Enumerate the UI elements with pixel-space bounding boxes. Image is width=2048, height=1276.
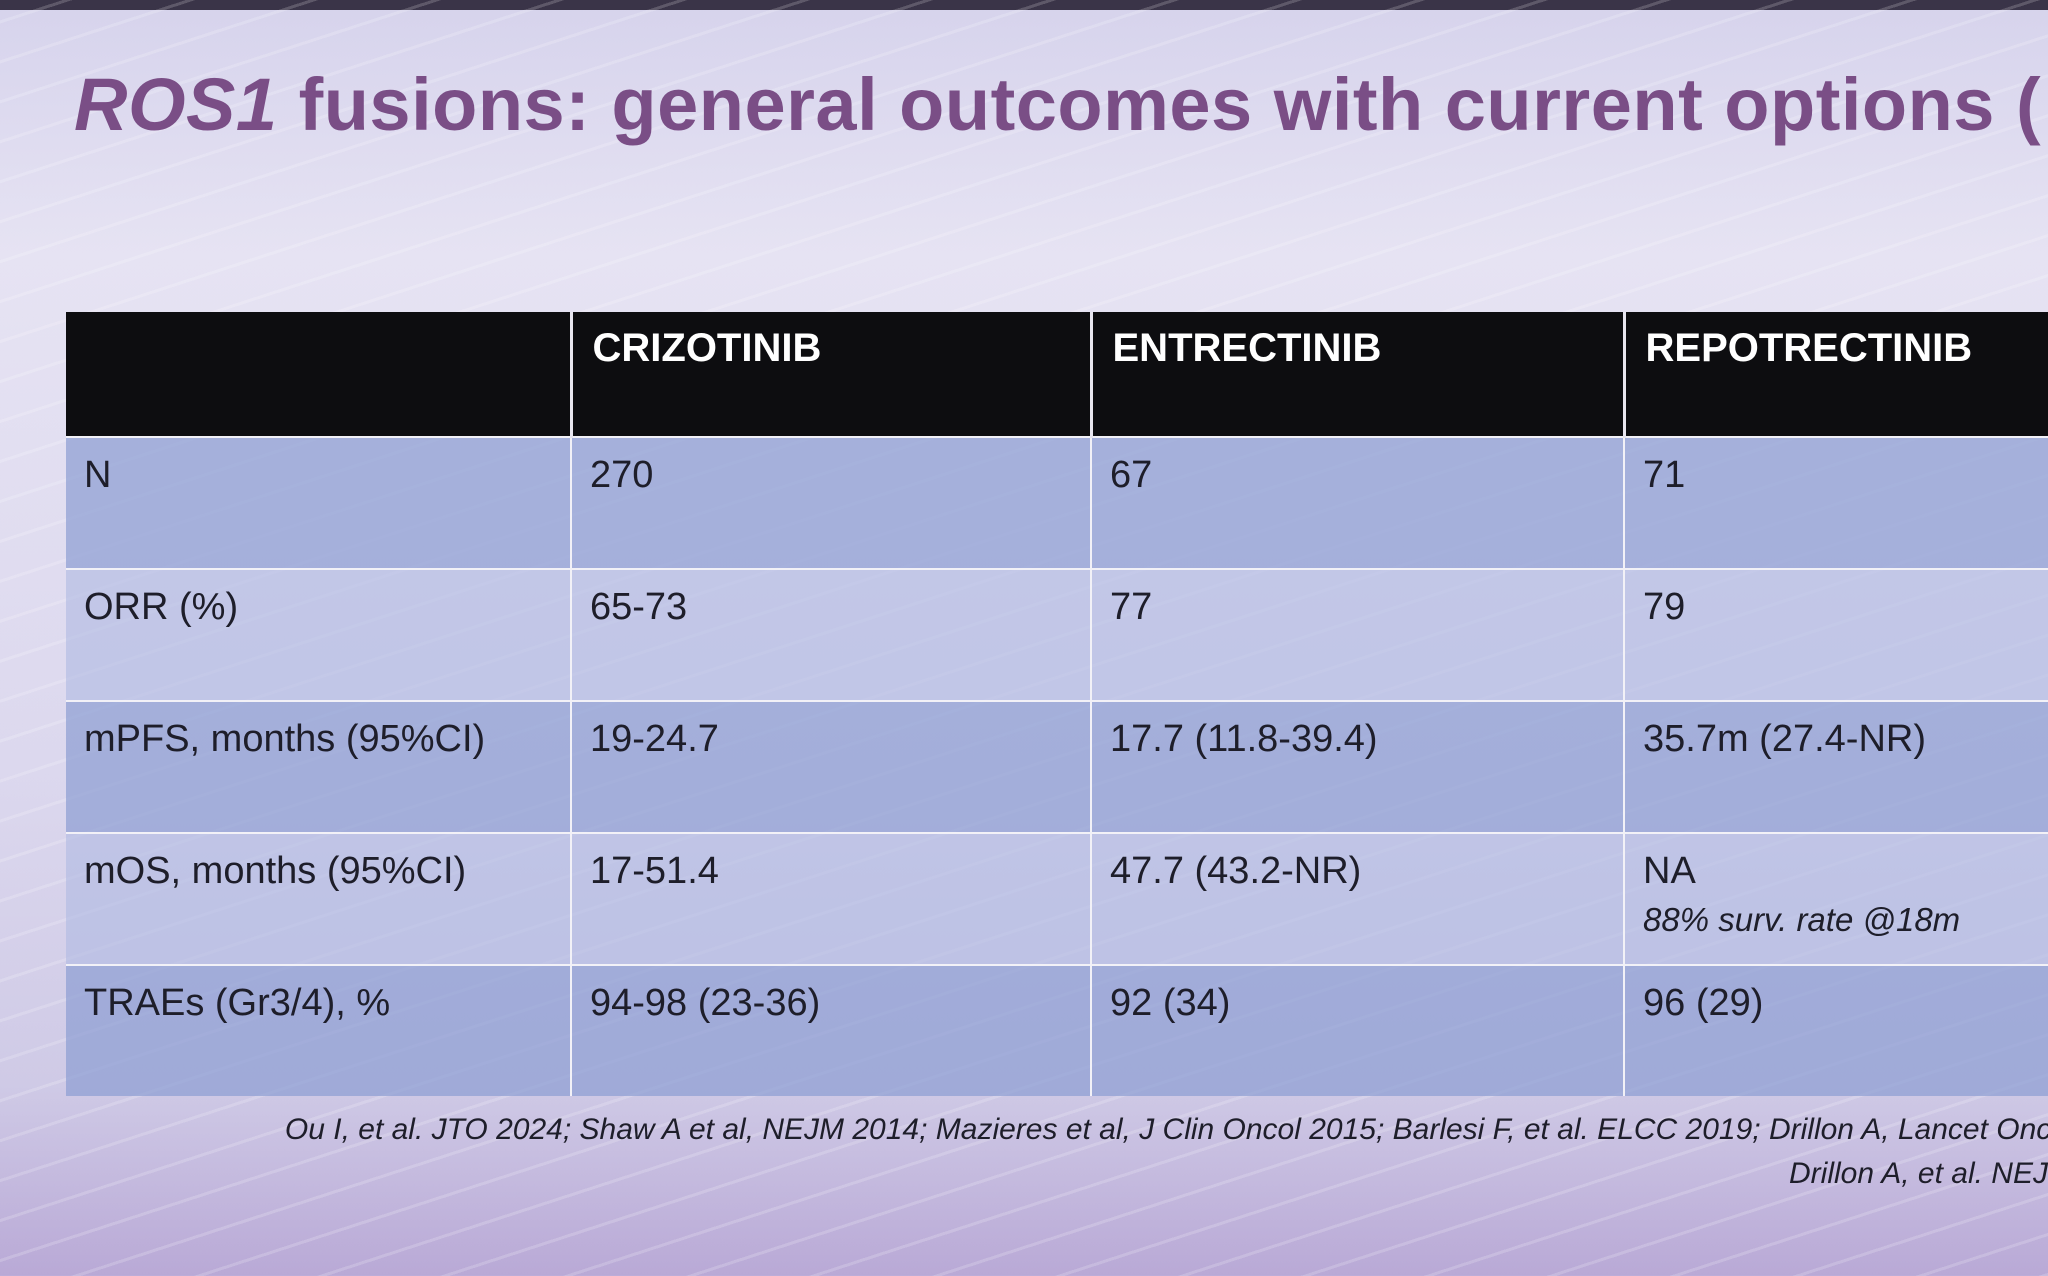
cell-entrectinib: 77	[1091, 568, 1625, 701]
header-repotrectinib: REPOTRECTINIB	[1624, 312, 2048, 437]
cell-crizotinib: 17-51.4	[571, 832, 1092, 965]
table-row: mOS, months (95%CI) 17-51.4 47.7 (43.2-N…	[66, 832, 2048, 965]
row-label: mPFS, months (95%CI)	[66, 700, 572, 833]
table-header-row: CRIZOTINIB ENTRECTINIB REPOTRECTINIB	[66, 312, 2048, 437]
cell-crizotinib: 94-98 (23-36)	[571, 964, 1092, 1096]
cell-crizotinib: 65-73	[571, 568, 1092, 701]
table-row: N 270 67 71	[66, 436, 2048, 569]
cell-crizotinib: 19-24.7	[571, 700, 1092, 833]
row-label: N	[66, 436, 572, 569]
cell-entrectinib: 67	[1091, 436, 1625, 569]
screen-top-edge	[0, 0, 2048, 10]
cell-repotrectinib: 96 (29)	[1624, 964, 2048, 1096]
cell-crizotinib: 270	[571, 436, 1092, 569]
row-label: ORR (%)	[66, 568, 572, 701]
row-label: TRAEs (Gr3/4), %	[66, 964, 572, 1096]
cell-repotrectinib: 35.7m (27.4-NR)	[1624, 700, 2048, 833]
header-empty	[66, 312, 573, 437]
outcomes-table-container: CRIZOTINIB ENTRECTINIB REPOTRECTINIB N 2…	[66, 312, 2048, 1096]
cell-repotrectinib: 79	[1624, 568, 2048, 701]
references: Ou I, et al. JTO 2024; Shaw A et al, NEJ…	[285, 1108, 2048, 1195]
cell-repotrectinib-value: NA	[1643, 850, 1696, 892]
row-label: mOS, months (95%CI)	[66, 832, 572, 965]
header-entrectinib: ENTRECTINIB	[1091, 312, 1626, 437]
title-gene: ROS1	[74, 63, 278, 146]
cell-entrectinib: 92 (34)	[1091, 964, 1625, 1096]
cell-entrectinib: 17.7 (11.8-39.4)	[1091, 700, 1625, 833]
table-row: mPFS, months (95%CI) 19-24.7 17.7 (11.8-…	[66, 700, 2048, 833]
outcomes-table: CRIZOTINIB ENTRECTINIB REPOTRECTINIB N 2…	[66, 312, 2048, 1096]
cell-repotrectinib: NA 88% surv. rate @18m	[1624, 832, 2048, 965]
slide-title: ROS1 fusions: general outcomes with curr…	[74, 62, 2041, 147]
table-row: ORR (%) 65-73 77 79	[66, 568, 2048, 701]
cell-repotrectinib: 71	[1624, 436, 2048, 569]
cell-entrectinib: 47.7 (43.2-NR)	[1091, 832, 1625, 965]
header-crizotinib: CRIZOTINIB	[571, 312, 1093, 437]
references-line-2: Drillon A, et al. NEJ	[1789, 1156, 2048, 1190]
table-row: TRAEs (Gr3/4), % 94-98 (23-36) 92 (34) 9…	[66, 964, 2048, 1096]
cell-repotrectinib-note: 88% surv. rate @18m	[1643, 901, 1961, 938]
title-rest: fusions: general outcomes with current o…	[277, 63, 2042, 146]
references-line-1: Ou I, et al. JTO 2024; Shaw A et al, NEJ…	[284, 1113, 2048, 1146]
